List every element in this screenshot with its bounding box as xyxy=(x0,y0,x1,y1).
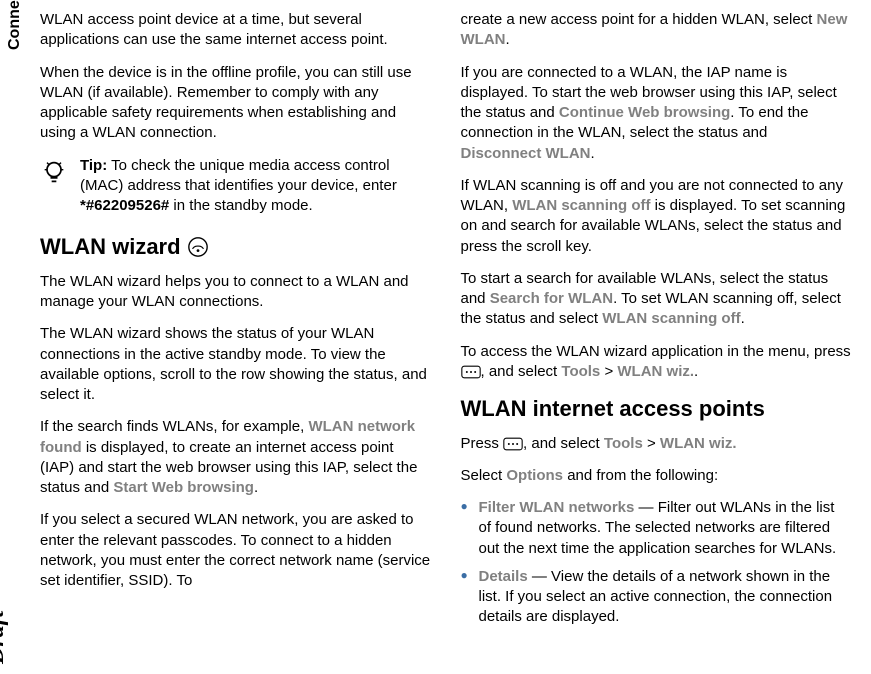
right-column: create a new access point for a hidden W… xyxy=(461,10,852,664)
para: If you are connected to a WLAN, the IAP … xyxy=(461,63,852,164)
text: in the standby mode. xyxy=(169,197,312,214)
text: , and select xyxy=(523,435,604,452)
ui-label: Options xyxy=(506,467,563,484)
section-tab: Connections xyxy=(6,0,24,50)
options-list: Filter WLAN networks — Filter out WLANs … xyxy=(461,498,852,628)
para: Select Options and from the following: xyxy=(461,466,852,486)
ui-label: Disconnect WLAN xyxy=(461,145,591,162)
text: . xyxy=(694,363,698,380)
para: If WLAN scanning is off and you are not … xyxy=(461,176,852,257)
ui-label: Search for WLAN xyxy=(490,290,613,307)
ui-label: Continue Web browsing xyxy=(559,104,730,121)
lightbulb-icon xyxy=(40,158,68,186)
para: If the search finds WLANs, for example, … xyxy=(40,417,431,498)
text: . xyxy=(591,145,595,162)
para: When the device is in the offline profil… xyxy=(40,63,431,144)
tip-text: Tip: To check the unique media access co… xyxy=(80,156,431,217)
tip-block: Tip: To check the unique media access co… xyxy=(40,156,431,217)
text: — View the details of a network shown in… xyxy=(479,568,833,626)
list-item: Details — View the details of a network … xyxy=(461,567,852,628)
text: > xyxy=(643,435,660,452)
text: To check the unique media access control… xyxy=(80,157,397,194)
text: Select xyxy=(461,467,507,484)
ui-label: WLAN wiz. xyxy=(617,363,694,380)
menu-key-icon xyxy=(503,437,523,451)
para: The WLAN wizard shows the status of your… xyxy=(40,324,431,405)
heading-text: WLAN internet access points xyxy=(461,394,765,424)
list-item: Filter WLAN networks — Filter out WLANs … xyxy=(461,498,852,559)
ui-label: Start Web browsing xyxy=(113,479,254,496)
heading-wlan-iap: WLAN internet access points xyxy=(461,394,852,424)
text: > xyxy=(600,363,617,380)
ui-label: WLAN scanning off xyxy=(512,197,650,214)
ui-label: WLAN wiz. xyxy=(660,435,737,452)
text: . xyxy=(254,479,258,496)
para: WLAN access point device at a time, but … xyxy=(40,10,431,51)
wlan-wizard-icon xyxy=(187,236,209,258)
menu-key-icon xyxy=(461,365,481,379)
draft-watermark: Draft xyxy=(0,611,10,664)
text: To access the WLAN wizard application in… xyxy=(461,343,851,360)
text: . xyxy=(741,310,745,327)
para: To access the WLAN wizard application in… xyxy=(461,342,852,383)
ui-label: WLAN scanning off xyxy=(602,310,740,327)
text: Press xyxy=(461,435,504,452)
heading-text: WLAN wizard xyxy=(40,232,181,262)
para: create a new access point for a hidden W… xyxy=(461,10,852,51)
text: create a new access point for a hidden W… xyxy=(461,11,817,28)
para: The WLAN wizard helps you to connect to … xyxy=(40,272,431,313)
ui-label: Tools xyxy=(561,363,600,380)
text: If the search finds WLANs, for example, xyxy=(40,418,308,435)
para: If you select a secured WLAN network, yo… xyxy=(40,510,431,591)
text: , and select xyxy=(481,363,562,380)
heading-wlan-wizard: WLAN wizard xyxy=(40,232,431,262)
tip-label: Tip: xyxy=(80,157,107,174)
left-column: WLAN access point device at a time, but … xyxy=(40,10,431,664)
ui-label: Details xyxy=(479,568,528,585)
page-body: WLAN access point device at a time, but … xyxy=(0,0,871,674)
para: To start a search for available WLANs, s… xyxy=(461,269,852,330)
text: and from the following: xyxy=(563,467,718,484)
text: . xyxy=(506,31,510,48)
para: Press , and select Tools > WLAN wiz. xyxy=(461,434,852,454)
ui-label: Filter WLAN networks xyxy=(479,499,635,516)
tip-code: *#62209526# xyxy=(80,197,169,214)
ui-label: Tools xyxy=(604,435,643,452)
